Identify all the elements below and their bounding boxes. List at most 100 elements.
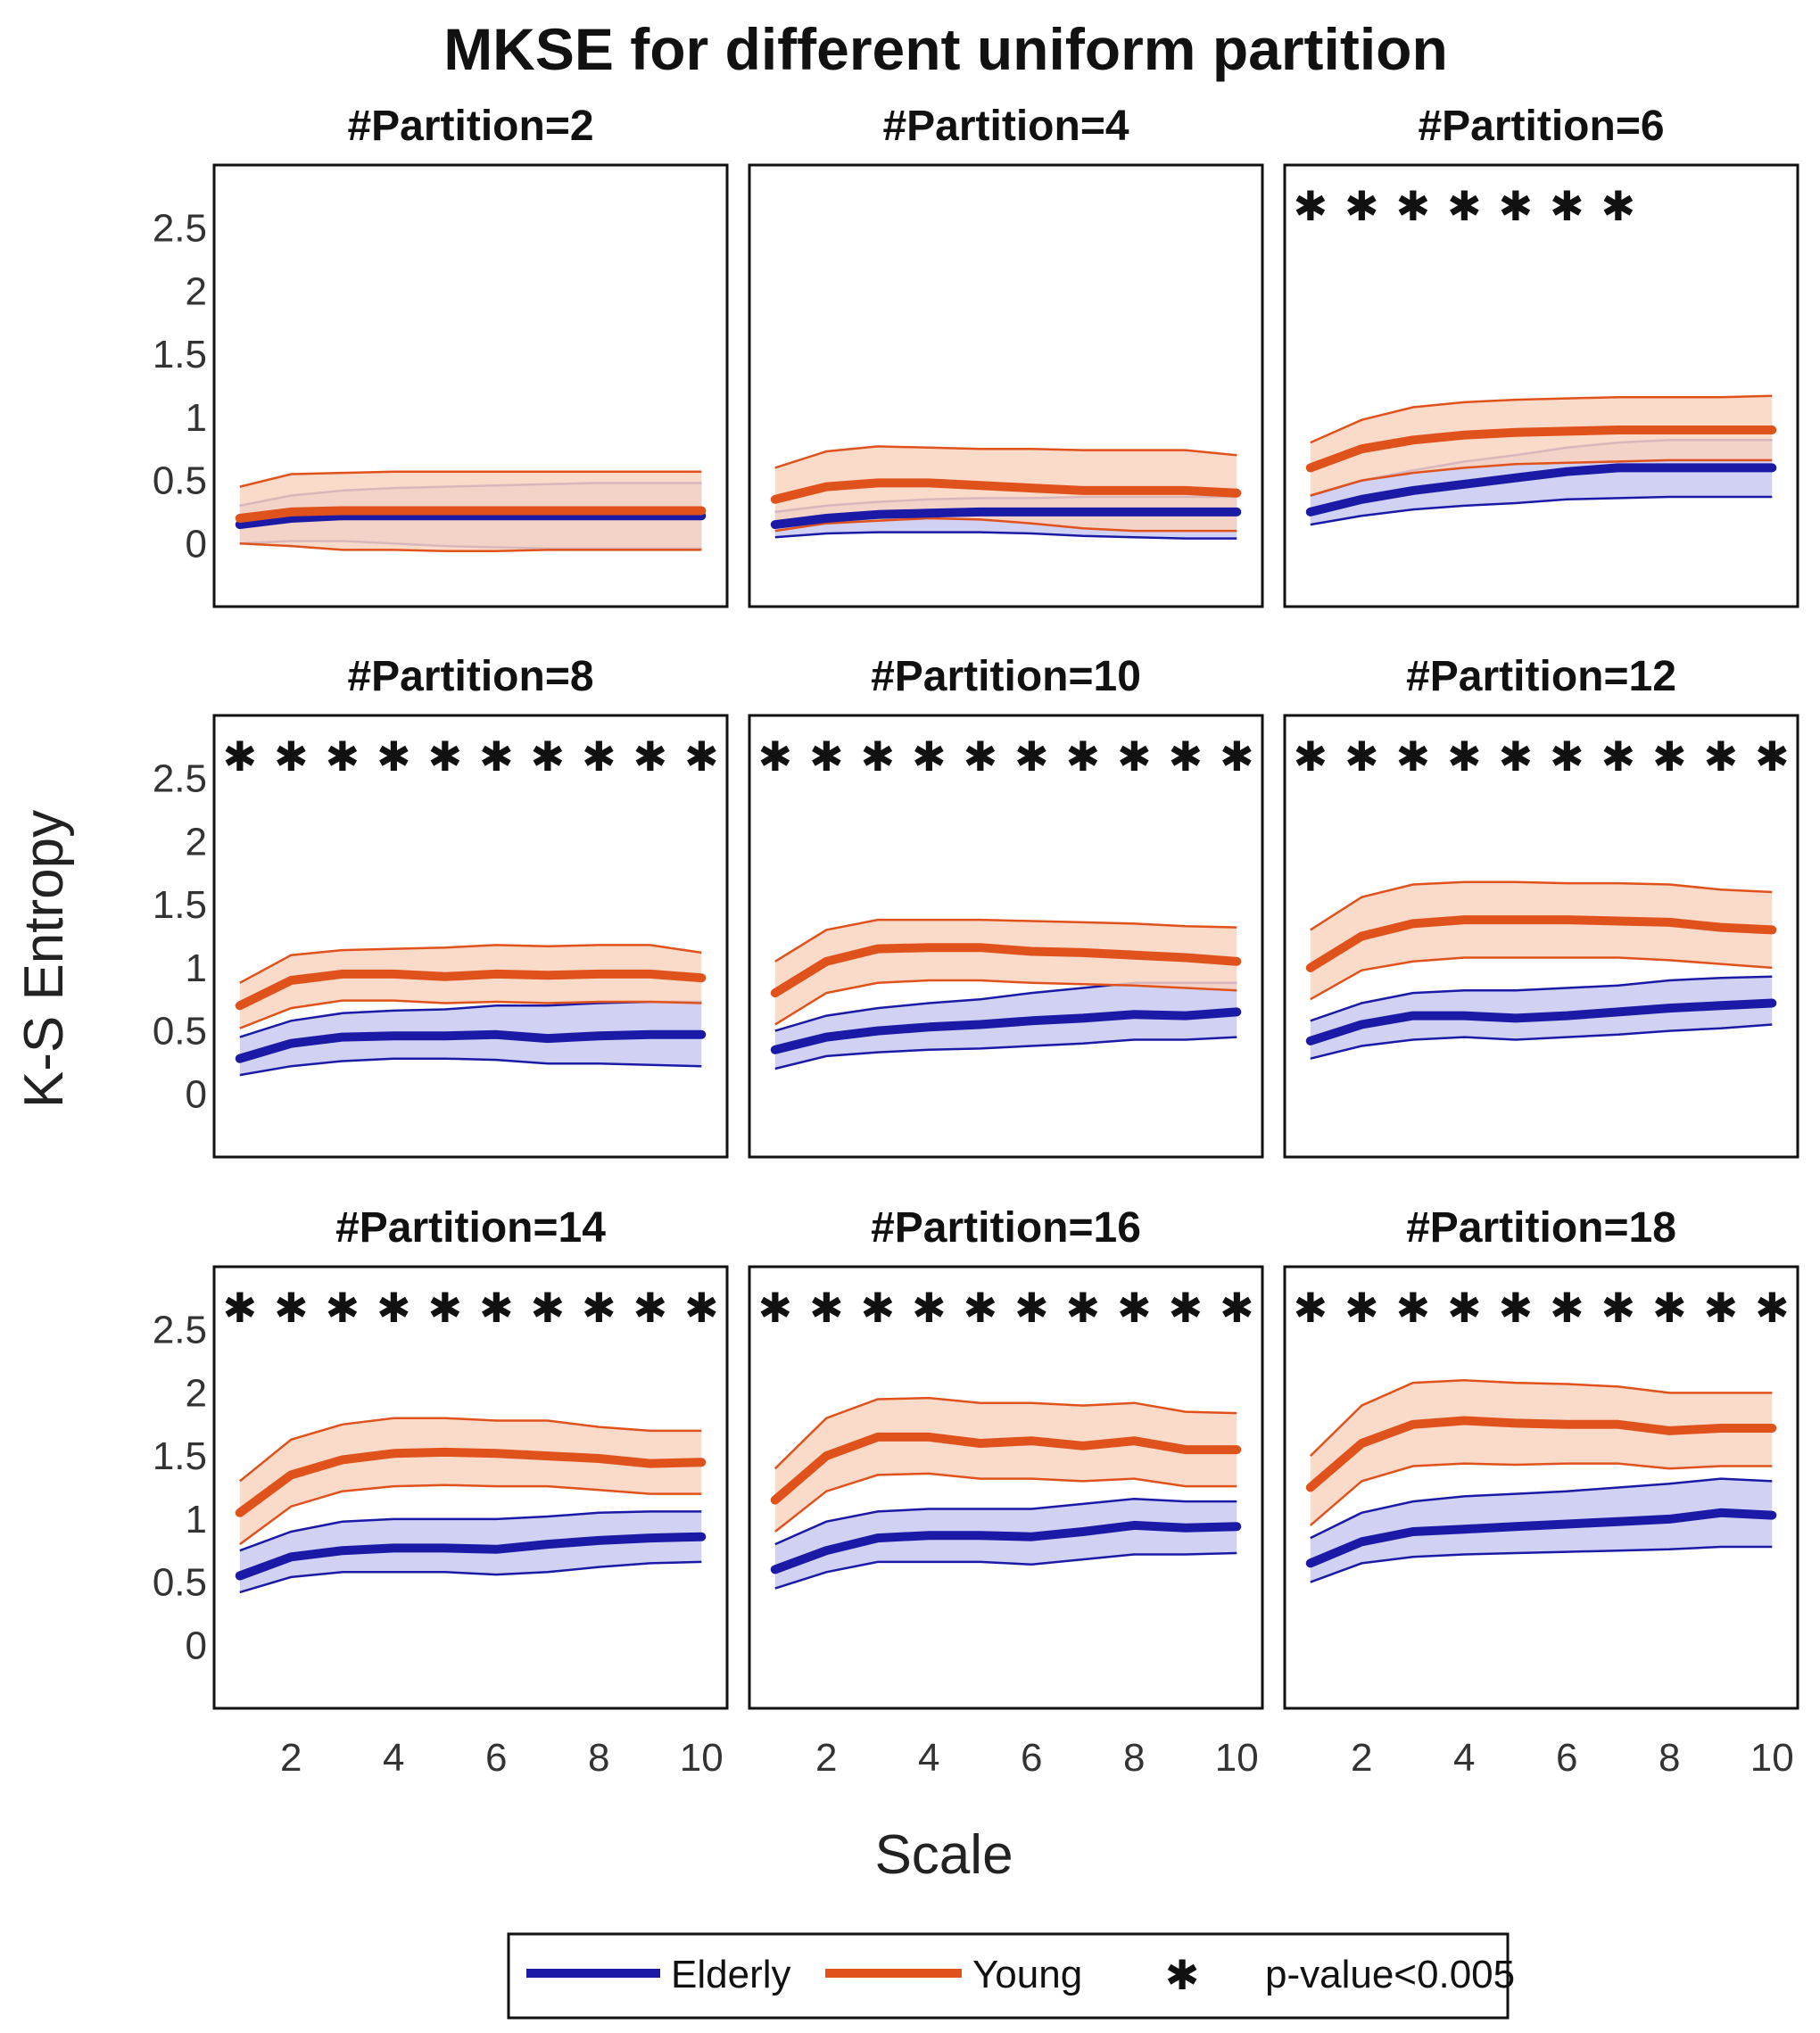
y-tick-label: 2 bbox=[186, 820, 207, 864]
x-tick-label: 6 bbox=[485, 1736, 507, 1780]
significance-marker: ✱ bbox=[1550, 182, 1584, 230]
young-lower-bound-line bbox=[239, 999, 702, 1029]
x-axis-label: Scale bbox=[874, 1824, 1013, 1886]
significance-marker: ✱ bbox=[1293, 1284, 1328, 1332]
panel-7: #Partition=14 0 0.5 1 1.5 2 2.5 2 4 6 8 10 ✱ ✱ ✱ ✱ ✱ ✱ ✱ ✱ ✱… bbox=[153, 1204, 729, 1780]
significance-marker: ✱ bbox=[1065, 1284, 1100, 1332]
elderly-upper-bound-line bbox=[239, 1510, 702, 1552]
significance-marker: ✱ bbox=[1601, 1284, 1635, 1332]
y-tick-label: 0 bbox=[186, 1072, 207, 1116]
significance-marker: ✱ bbox=[376, 1284, 411, 1332]
panel-frame bbox=[212, 714, 729, 1159]
significance-marker: ✱ bbox=[325, 732, 360, 781]
significance-marker: ✱ bbox=[809, 732, 844, 781]
significance-marker: ✱ bbox=[1344, 1284, 1379, 1332]
elderly-lower-bound-line bbox=[1310, 1545, 1773, 1583]
significance-marker: ✱ bbox=[582, 732, 616, 781]
significance-marker: ✱ bbox=[1014, 732, 1049, 781]
y-tick-label: 0 bbox=[186, 522, 207, 566]
young-band bbox=[239, 1417, 702, 1545]
young-lower-bound-line bbox=[774, 517, 1237, 533]
significance-marker: ✱ bbox=[1117, 732, 1152, 781]
significance-marker: ✱ bbox=[684, 732, 719, 781]
significance-marker: ✱ bbox=[427, 1284, 462, 1332]
significance-marker: ✱ bbox=[757, 732, 792, 781]
x-tick-label: 2 bbox=[815, 1736, 837, 1780]
x-tick-label: 6 bbox=[1021, 1736, 1042, 1780]
significance-marker: ✱ bbox=[1014, 1284, 1049, 1332]
y-tick-label: 0.5 bbox=[153, 1561, 207, 1605]
significance-marker: ✱ bbox=[530, 1284, 565, 1332]
young-mean-line bbox=[770, 943, 1242, 998]
young-upper-bound-line bbox=[774, 1396, 1237, 1470]
panel-5: #Partition=10 ✱ ✱ ✱ ✱ ✱ ✱ ✱ ✱ ✱ ✱ bbox=[748, 653, 1264, 1159]
y-tick-label: 2.5 bbox=[153, 757, 207, 801]
x-tick-label: 8 bbox=[1123, 1736, 1145, 1780]
panel-title: #Partition=12 bbox=[1406, 653, 1676, 700]
young-lower-bound-line bbox=[1310, 459, 1773, 497]
x-tick-label: 4 bbox=[1453, 1736, 1475, 1780]
significance-marker: ✱ bbox=[582, 1284, 616, 1332]
x-tick-label: 2 bbox=[280, 1736, 302, 1780]
young-mean-line bbox=[770, 1432, 1242, 1505]
y-tick-label: 2 bbox=[186, 269, 207, 313]
significance-marker: ✱ bbox=[479, 732, 514, 781]
young-mean-line bbox=[770, 478, 1242, 504]
elderly-mean-line bbox=[1305, 998, 1777, 1045]
significance-marker: ✱ bbox=[222, 1284, 257, 1332]
x-tick-label: 6 bbox=[1556, 1736, 1577, 1780]
elderly-band bbox=[774, 1499, 1237, 1589]
significance-marker: ✱ bbox=[1293, 732, 1328, 781]
young-mean-line bbox=[235, 969, 707, 1011]
elderly-mean-line bbox=[770, 1007, 1242, 1054]
elderly-lower-bound-line bbox=[1310, 1023, 1773, 1060]
significance-marker: ✱ bbox=[1601, 182, 1635, 230]
young-upper-bound-line bbox=[1309, 1379, 1773, 1457]
young-upper-bound-line bbox=[1310, 394, 1773, 444]
significance-marker: ✱ bbox=[274, 732, 309, 781]
y-tick-label: 1.5 bbox=[153, 1434, 207, 1478]
significance-marker: ✱ bbox=[479, 1284, 514, 1332]
significance-marker: ✱ bbox=[1220, 1284, 1254, 1332]
significance-marker: ✱ bbox=[427, 732, 462, 781]
significance-marker: ✱ bbox=[325, 1284, 360, 1332]
significance-marker: ✱ bbox=[1220, 732, 1254, 781]
significance-marker: ✱ bbox=[1293, 182, 1328, 230]
young-lower-bound-line bbox=[774, 979, 1237, 1026]
y-tick-label: 1 bbox=[186, 396, 207, 440]
y-tick-label: 1.5 bbox=[153, 883, 207, 927]
significance-marker: ✱ bbox=[912, 732, 947, 781]
panel-title: #Partition=14 bbox=[335, 1204, 606, 1252]
y-axis-label: K-S Entropy bbox=[13, 810, 75, 1108]
significance-marker: ✱ bbox=[1703, 1284, 1738, 1332]
y-tick-label: 0.5 bbox=[153, 1010, 207, 1054]
x-tick-label: 4 bbox=[918, 1736, 939, 1780]
significance-marker: ✱ bbox=[1395, 182, 1430, 230]
young-upper-bound-line bbox=[239, 1417, 702, 1483]
x-tick-label: 10 bbox=[1750, 1736, 1794, 1780]
x-tick-label: 10 bbox=[1215, 1736, 1259, 1780]
young-upper-bound-line bbox=[239, 944, 702, 984]
young-band bbox=[1310, 881, 1773, 1000]
significance-marker: ✱ bbox=[1703, 732, 1738, 781]
young-upper-bound-line bbox=[239, 470, 702, 488]
significance-marker: ✱ bbox=[1395, 1284, 1430, 1332]
x-tick-label: 4 bbox=[383, 1736, 404, 1780]
panel-8: #Partition=16 2 4 6 8 10 ✱ ✱ ✱ ✱ ✱ ✱ ✱ ✱ ✱ ✱ bbox=[748, 1204, 1264, 1780]
significance-marker: ✱ bbox=[1168, 1284, 1203, 1332]
significance-marker: ✱ bbox=[1447, 1284, 1482, 1332]
significance-marker: ✱ bbox=[222, 732, 257, 781]
y-tick-label: 1 bbox=[186, 1498, 207, 1541]
significance-marker: ✱ bbox=[1395, 732, 1430, 781]
y-tick-label: 2.5 bbox=[153, 207, 207, 251]
young-upper-bound-line bbox=[774, 918, 1237, 963]
panel-9: #Partition=18 2 4 6 8 10 ✱ ✱ ✱ ✱ ✱ ✱ ✱ ✱ ✱ ✱ bbox=[1283, 1204, 1799, 1780]
elderly-lower-bound-line bbox=[774, 1551, 1237, 1590]
y-tick-label: 0 bbox=[186, 1624, 207, 1667]
significance-marker: ✱ bbox=[684, 1284, 719, 1332]
elderly-lower-bound-line bbox=[774, 531, 1237, 540]
young-upper-bound-line bbox=[774, 445, 1237, 469]
significance-marker: ✱ bbox=[860, 1284, 895, 1332]
significance-marker: ✱ bbox=[1755, 1284, 1790, 1332]
